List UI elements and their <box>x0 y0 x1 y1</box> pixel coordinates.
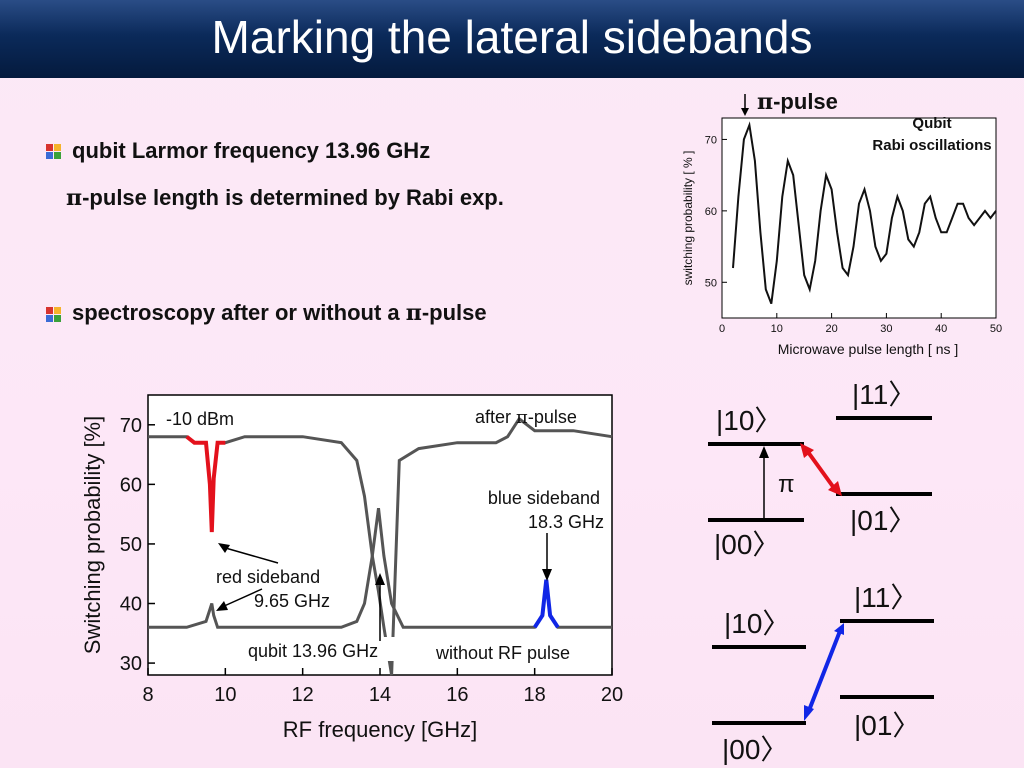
bullet-spectroscopy: spectroscopy after or without a π-pulse <box>72 300 487 326</box>
spectrum-ylabel: Switching probability [%] <box>80 416 105 654</box>
blue-label-box <box>455 485 607 535</box>
qubit-arrowhead <box>375 573 385 585</box>
red-arrow-upper <box>221 546 279 564</box>
bullet-icon <box>46 144 61 159</box>
energy-diagram-without-rf: |10〉 |11〉 |00〉 |01〉 <box>712 582 934 765</box>
bullet-sub-text: -pulse length is determined by Rabi exp. <box>82 185 504 210</box>
slide-title: Marking the lateral sidebands <box>211 11 813 63</box>
blue-transition-head-b <box>834 623 844 635</box>
spectrum-x-tick-label: 12 <box>292 684 314 706</box>
red-sideband-highlight <box>185 435 226 533</box>
rabi-pi-annotation: π-pulse <box>757 89 838 115</box>
spectrum-x-tick-label: 18 <box>524 684 546 706</box>
red-sideband-label: red sideband <box>216 567 320 587</box>
red-arrow-lower <box>221 588 263 608</box>
blue-transition-head-a <box>804 705 814 721</box>
rabi-label-line1: Qubit <box>912 115 951 132</box>
spectrum-y-tick-label: 50 <box>120 534 142 556</box>
pi-symbol: π <box>66 185 83 211</box>
state-10-label: |10〉 <box>724 608 790 639</box>
spectrum-ticks: 8 10 12 14 16 18 20 30 40 50 60 70 <box>120 415 623 706</box>
qubit-label-box <box>246 637 414 661</box>
spectrum-y-tick-label: 40 <box>120 594 142 616</box>
blue-arrowhead <box>542 569 552 581</box>
spectrum-x-tick-label: 20 <box>601 684 623 706</box>
bullet-spectroscopy-pre: spectroscopy after or without a <box>72 300 406 325</box>
blue-sideband-transition <box>806 630 842 714</box>
pi-transition-arrowhead <box>759 446 769 458</box>
red-transition-head-a <box>800 443 814 458</box>
spectrum-xlabel: RF frequency [GHz] <box>283 717 477 742</box>
qubit-label: qubit 13.96 GHz <box>248 641 378 661</box>
red-arrowhead-upper <box>218 543 230 553</box>
rabi-chart: 0 10 20 30 40 50 50 60 70 π-pulse Qubit Rabi osc… <box>681 89 1002 357</box>
rabi-y-tick-label: 60 <box>705 206 717 218</box>
blue-sideband-freq: 18.3 GHz <box>528 512 604 532</box>
rabi-y-tick-label: 70 <box>705 134 717 146</box>
red-arrowhead-lower <box>216 601 228 611</box>
spectrum-y-tick-label: 70 <box>120 415 142 437</box>
state-01-label: |01〉 <box>854 710 920 741</box>
bullet-larmor: qubit Larmor frequency 13.96 GHz <box>72 138 431 163</box>
bullet-pi-pulse-length: π-pulse length is determined by Rabi exp… <box>66 185 504 211</box>
spectrum-y-tick-label: 30 <box>120 653 142 675</box>
pi-symbol: π <box>405 300 422 326</box>
spectrum-y-tick-label: 60 <box>120 474 142 496</box>
red-sideband-transition <box>806 450 836 490</box>
state-11-label: |11〉 <box>852 379 916 410</box>
spectrum-x-tick-label: 10 <box>214 684 236 706</box>
rabi-plot-frame <box>721 117 997 319</box>
state-11-label: |11〉 <box>854 582 918 613</box>
pi-label: π <box>778 471 795 498</box>
state-01-label: |01〉 <box>850 505 916 536</box>
without-label-box <box>432 639 608 665</box>
red-transition-head-b <box>828 481 842 496</box>
spectrum-x-tick-label: 16 <box>446 684 468 706</box>
rabi-x-tick-label: 40 <box>935 323 947 335</box>
without-rf-label: without RF pulse <box>435 643 570 663</box>
power-label: -10 dBm <box>166 409 234 429</box>
rabi-xlabel: Microwave pulse length [ ns ] <box>778 341 959 357</box>
bullet-spectroscopy-post: -pulse <box>421 300 487 325</box>
blue-sideband-highlight <box>533 579 560 629</box>
energy-diagram-after-pi: π |10〉 |11〉 |00〉 |01〉 <box>708 379 932 560</box>
spectrum-x-tick-label: 8 <box>142 684 153 706</box>
rabi-label-line2: Rabi oscillations <box>872 137 991 154</box>
rabi-x-tick-label: 50 <box>990 323 1002 335</box>
rabi-ticks: 0 10 20 30 40 50 50 60 70 <box>705 134 1002 335</box>
state-00-label: |00〉 <box>714 529 780 560</box>
rabi-y-tick-label: 50 <box>705 277 717 289</box>
state-00-label: |00〉 <box>722 734 788 765</box>
rabi-x-tick-label: 0 <box>719 323 725 335</box>
spectrum-x-tick-label: 14 <box>369 684 391 706</box>
rabi-x-tick-label: 20 <box>825 323 837 335</box>
spectrum-chart: 8 10 12 14 16 18 20 30 40 50 60 70 -10 dBm after π-… <box>80 394 623 742</box>
rabi-x-tick-label: 30 <box>880 323 892 335</box>
bullet-icon <box>46 307 61 322</box>
red-sideband-freq: 9.65 GHz <box>254 591 330 611</box>
rabi-x-tick-label: 10 <box>771 323 783 335</box>
after-pi-label: after π-pulse <box>475 407 577 428</box>
rabi-ylabel: switching probability [ % ] <box>681 151 695 286</box>
pi-pulse-arrowhead <box>741 108 749 116</box>
blue-sideband-label: blue sideband <box>488 488 600 508</box>
rabi-series-line <box>732 121 997 305</box>
state-10-label: |10〉 <box>716 405 782 436</box>
title-bar <box>0 0 1024 78</box>
